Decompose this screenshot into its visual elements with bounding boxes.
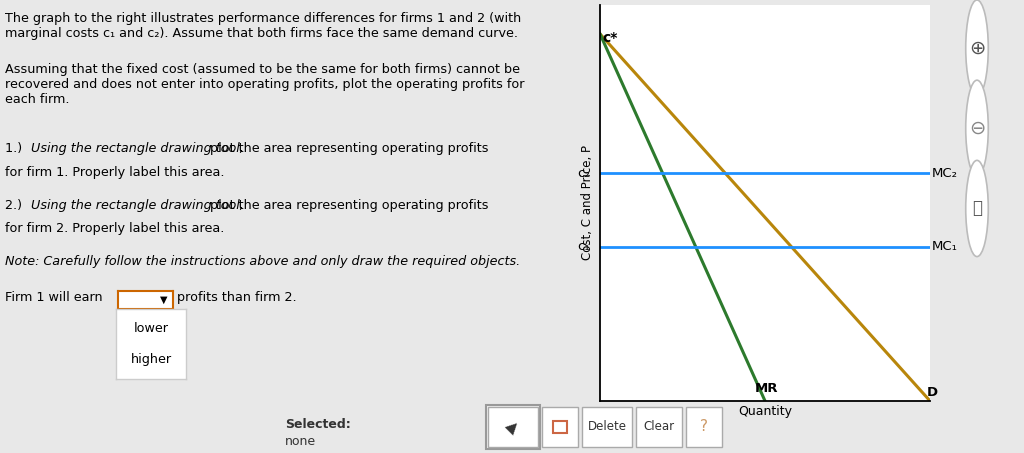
Text: for firm 2. Properly label this area.: for firm 2. Properly label this area. xyxy=(5,222,224,235)
Text: Selected:: Selected: xyxy=(285,418,351,431)
Text: Assuming that the fixed cost (assumed to be the same for both firms) cannot be
r: Assuming that the fixed cost (assumed to… xyxy=(5,63,524,106)
Text: ▼: ▼ xyxy=(160,294,167,305)
Bar xyxy=(488,407,538,447)
Text: ?: ? xyxy=(700,419,708,434)
Text: Firm 1 will earn: Firm 1 will earn xyxy=(5,291,102,304)
Bar xyxy=(636,407,682,447)
Text: Note: Carefully follow the instructions above and only draw the required objects: Note: Carefully follow the instructions … xyxy=(5,255,520,268)
Text: 1.): 1.) xyxy=(5,142,27,155)
Text: for firm 1. Properly label this area.: for firm 1. Properly label this area. xyxy=(5,166,224,178)
Bar xyxy=(686,407,722,447)
X-axis label: Quantity: Quantity xyxy=(738,405,792,418)
Text: c*: c* xyxy=(603,31,618,45)
Text: Using the rectangle drawing tool,: Using the rectangle drawing tool, xyxy=(31,199,244,212)
Text: Delete: Delete xyxy=(588,420,627,434)
Circle shape xyxy=(966,160,988,256)
Bar xyxy=(582,407,632,447)
Text: 2.): 2.) xyxy=(5,199,27,212)
Y-axis label: Cost, C and Price, P: Cost, C and Price, P xyxy=(582,145,595,260)
Text: none: none xyxy=(285,435,316,448)
Text: plot the area representing operating profits: plot the area representing operating pro… xyxy=(206,199,488,212)
Text: The graph to the right illustrates performance differences for firms 1 and 2 (wi: The graph to the right illustrates perfo… xyxy=(5,12,521,40)
Text: plot the area representing operating profits: plot the area representing operating pro… xyxy=(206,142,488,155)
Text: MC₁: MC₁ xyxy=(932,240,957,253)
Bar xyxy=(542,407,578,447)
Text: lower: lower xyxy=(134,322,169,335)
Text: higher: higher xyxy=(131,352,172,366)
Bar xyxy=(486,405,540,449)
Text: ⊖: ⊖ xyxy=(969,119,985,138)
Text: ⤢: ⤢ xyxy=(972,199,982,217)
Text: ⊕: ⊕ xyxy=(969,39,985,58)
Bar xyxy=(553,421,567,433)
Text: c₂: c₂ xyxy=(578,167,590,180)
Text: D: D xyxy=(927,386,938,399)
Text: MC₂: MC₂ xyxy=(932,167,957,180)
Circle shape xyxy=(966,80,988,176)
Text: c₁: c₁ xyxy=(578,240,590,253)
Circle shape xyxy=(966,0,988,96)
Text: Using the rectangle drawing tool,: Using the rectangle drawing tool, xyxy=(31,142,244,155)
Text: profits than firm 2.: profits than firm 2. xyxy=(177,291,297,304)
Text: ▲: ▲ xyxy=(504,418,522,436)
Text: Clear: Clear xyxy=(643,420,675,434)
Text: MR: MR xyxy=(755,382,778,395)
